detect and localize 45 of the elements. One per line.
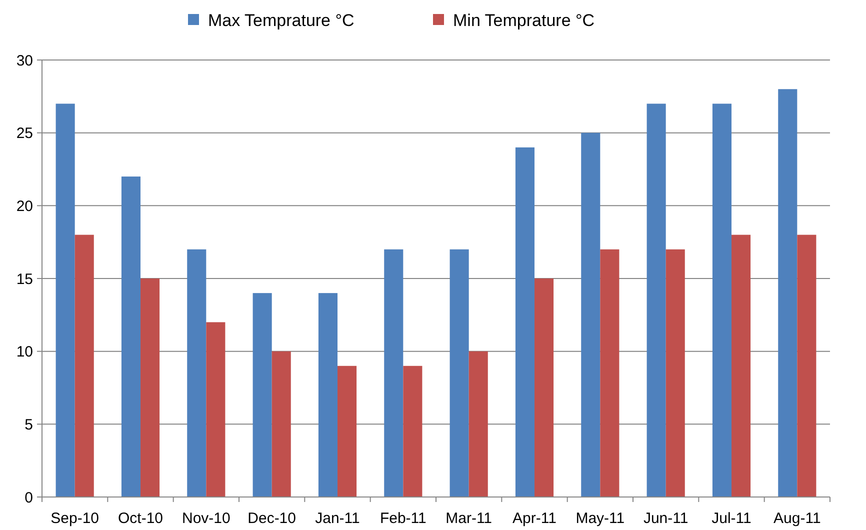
- bar: [74, 234, 94, 497]
- x-tick-label: Feb-11: [380, 510, 426, 527]
- legend-label: Max Temprature °C: [208, 10, 354, 30]
- x-tick-label: Jun-11: [643, 510, 688, 527]
- y-tick-label: 30: [16, 52, 33, 70]
- x-tick-label: Nov-10: [182, 510, 230, 527]
- y-tick-label: 25: [16, 125, 33, 142]
- y-tick-label: 15: [16, 270, 33, 288]
- bar: [534, 278, 554, 497]
- x-tick-label: Jul-11: [712, 510, 752, 527]
- bar: [450, 249, 469, 497]
- bar: [797, 234, 816, 497]
- bar: [666, 249, 685, 497]
- bar: [600, 249, 620, 497]
- y-tick-label: 0: [24, 489, 33, 506]
- x-tick-label: Dec-10: [248, 510, 296, 527]
- x-tick-label: Aug-11: [774, 510, 821, 527]
- bar: [732, 234, 751, 497]
- bar: [272, 351, 291, 497]
- bar: [778, 89, 798, 497]
- bar: [121, 176, 140, 497]
- x-tick-label: Apr-11: [512, 510, 556, 527]
- bar: [403, 366, 422, 497]
- bar: [646, 104, 666, 497]
- bar: [318, 293, 338, 497]
- bar: [384, 249, 404, 497]
- bar: [56, 104, 75, 497]
- bar: [468, 351, 488, 497]
- x-tick-label: Mar-11: [446, 510, 492, 527]
- y-tick-label: 20: [16, 198, 33, 215]
- bar: [252, 293, 272, 497]
- bar: [515, 147, 534, 497]
- legend-label: Min Temprature °C: [453, 10, 595, 30]
- y-tick-label: 10: [16, 344, 33, 361]
- bar: [140, 278, 160, 497]
- x-tick-label: Sep-10: [50, 510, 100, 527]
- x-tick-label: May-11: [576, 510, 625, 527]
- bar: [338, 366, 357, 497]
- bar: [581, 132, 600, 497]
- x-tick-label: Oct-10: [118, 510, 164, 527]
- bar: [187, 249, 206, 497]
- x-tick-label: Jan-11: [315, 510, 360, 527]
- y-tick-label: 5: [24, 416, 33, 434]
- bar: [712, 104, 732, 497]
- bar: [206, 322, 226, 497]
